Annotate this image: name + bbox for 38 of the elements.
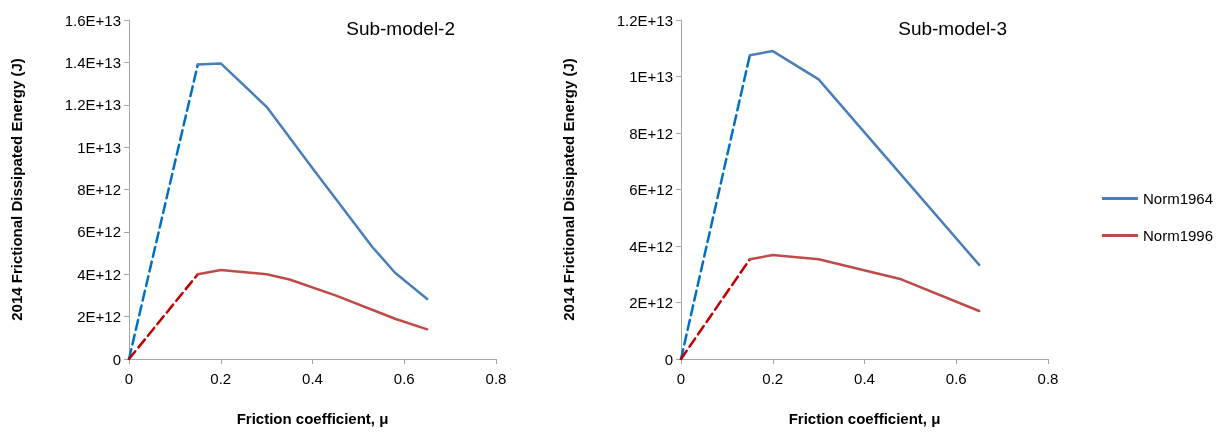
line-series — [748, 253, 981, 313]
y-tick-label: 8E+12 — [77, 181, 121, 198]
x-tick-label: 0.8 — [1037, 370, 1059, 387]
y-tick-label: 0 — [664, 350, 673, 368]
x-tick-label: 0.2 — [762, 370, 784, 387]
y-tick-label: 1.4E+13 — [64, 53, 121, 71]
line-series — [196, 62, 429, 301]
line-series — [196, 268, 429, 331]
chart-title: Sub-model-3 — [898, 18, 1007, 39]
y-tick-label: 1.2E+13 — [64, 96, 121, 114]
x-axis-title: Friction coefficient, μ — [236, 410, 389, 427]
y-tick-label: 1E+13 — [629, 68, 673, 85]
x-tick-label: 0 — [124, 370, 134, 387]
y-tick-label: 8E+12 — [629, 124, 673, 142]
y-axis-title: 2014 Frictional Dissipated Energy (J) — [8, 58, 25, 321]
y-tick-label: 4E+12 — [629, 237, 673, 255]
legend-label: Norm1996 — [1142, 227, 1214, 244]
y-tick-label: 2E+12 — [77, 308, 121, 326]
y-tick-label: 1E+13 — [77, 138, 121, 156]
x-tick-label: 0.6 — [393, 370, 415, 387]
chart-title: Sub-model-2 — [346, 18, 455, 39]
x-tick-label: 0 — [676, 370, 686, 387]
y-tick-label: 4E+12 — [77, 265, 121, 283]
legend-label: Norm1964 — [1142, 190, 1214, 207]
y-tick-label: 1.6E+13 — [64, 11, 121, 29]
y-tick-label: 1.2E+13 — [616, 11, 673, 29]
y-tick-label: 0 — [112, 350, 121, 368]
line-series — [748, 49, 981, 267]
y-tick-label: 6E+12 — [77, 223, 121, 241]
y-axis-title: 2014 Frictional Dissipated Energy (J) — [560, 58, 577, 321]
x-tick-label: 0.6 — [945, 370, 967, 387]
x-tick-label: 0.8 — [485, 370, 507, 387]
y-tick-label: 2E+12 — [629, 294, 673, 311]
x-tick-label: 0.2 — [210, 370, 232, 387]
y-tick-label: 6E+12 — [629, 181, 673, 198]
x-tick-label: 0.4 — [854, 370, 875, 387]
x-tick-label: 0.4 — [302, 370, 323, 387]
x-axis-title: Friction coefficient, μ — [788, 410, 941, 427]
